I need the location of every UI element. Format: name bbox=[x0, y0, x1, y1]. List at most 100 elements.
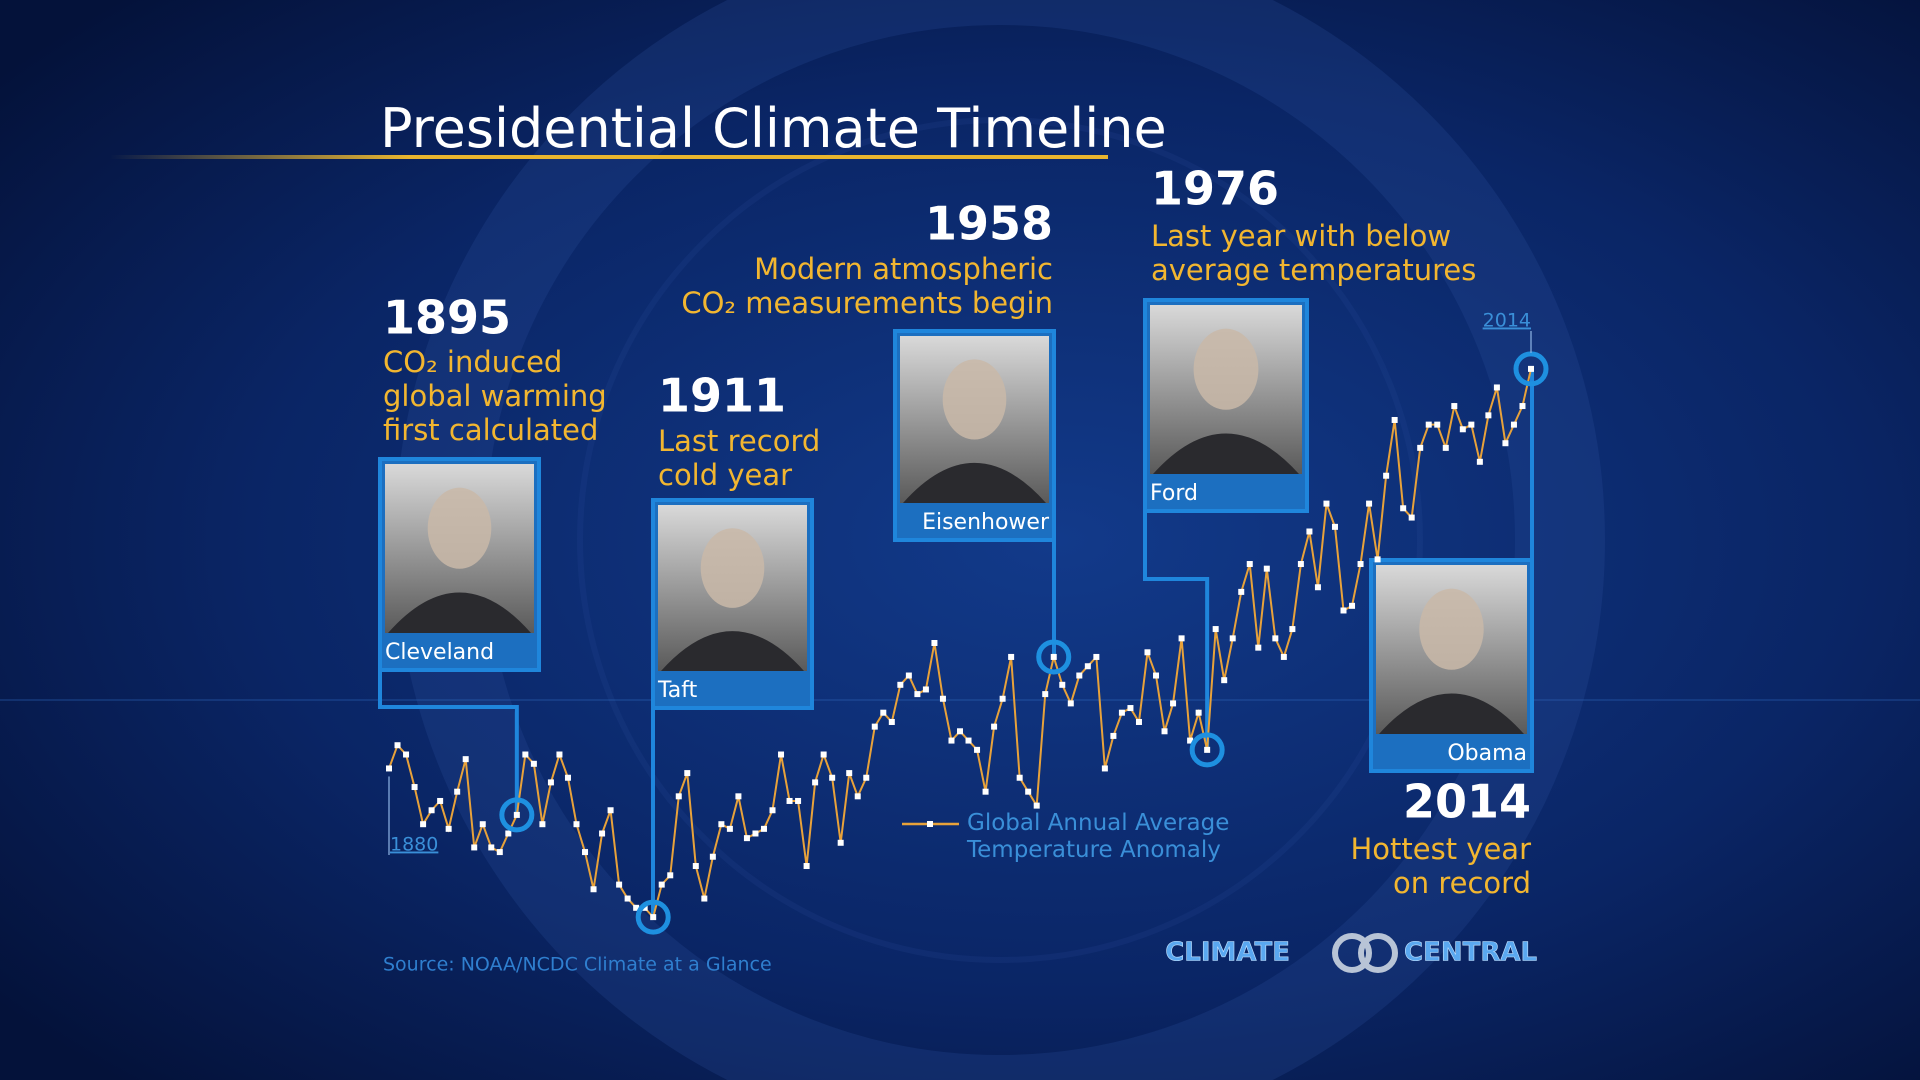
data-point bbox=[726, 825, 733, 832]
data-point bbox=[735, 793, 742, 800]
data-point bbox=[658, 881, 665, 888]
data-point bbox=[1093, 653, 1100, 660]
data-point bbox=[394, 742, 401, 749]
president-name: Taft bbox=[657, 678, 698, 703]
data-point bbox=[888, 718, 895, 725]
data-point bbox=[1323, 500, 1330, 507]
data-point bbox=[1383, 472, 1390, 479]
data-point bbox=[1042, 691, 1049, 698]
highlight-ring bbox=[1189, 732, 1225, 768]
data-point bbox=[1425, 421, 1432, 428]
logo-text: CENTRAL bbox=[1404, 938, 1537, 968]
data-point bbox=[999, 695, 1006, 702]
data-point bbox=[479, 821, 486, 828]
data-point bbox=[1084, 663, 1091, 670]
annotation-text: Last record bbox=[658, 424, 820, 458]
data-point bbox=[1008, 653, 1015, 660]
data-point bbox=[607, 807, 614, 814]
connector bbox=[1143, 511, 1210, 750]
data-point bbox=[1502, 440, 1509, 447]
photo-body bbox=[903, 462, 1046, 503]
data-point bbox=[1485, 412, 1492, 419]
data-point bbox=[846, 770, 853, 777]
annotation-year: 1958 bbox=[925, 197, 1053, 251]
president-name: Eisenhower bbox=[922, 510, 1050, 535]
annotation-text: on record bbox=[1393, 866, 1531, 900]
data-point bbox=[1101, 765, 1108, 772]
data-point bbox=[1016, 774, 1023, 781]
x-tick-label: 1880 bbox=[390, 834, 438, 856]
data-point bbox=[1161, 728, 1168, 735]
data-point bbox=[1297, 561, 1304, 568]
photo-body bbox=[1379, 693, 1524, 734]
data-point bbox=[1289, 626, 1296, 633]
data-point bbox=[1417, 444, 1424, 451]
highlight-ring bbox=[1036, 639, 1072, 675]
chart-title: Presidential Climate Timeline bbox=[380, 97, 1167, 160]
annotation-text: average temperatures bbox=[1151, 253, 1476, 287]
photo-head bbox=[1193, 328, 1259, 410]
data-point bbox=[803, 863, 810, 870]
data-point bbox=[786, 797, 793, 804]
data-point bbox=[1187, 737, 1194, 744]
data-point bbox=[922, 686, 929, 693]
annotation-year: 1976 bbox=[1151, 162, 1279, 216]
data-point bbox=[752, 830, 759, 837]
data-point bbox=[1135, 718, 1142, 725]
data-point bbox=[530, 760, 537, 767]
data-point bbox=[1528, 365, 1534, 372]
data-point bbox=[1050, 653, 1057, 660]
source: Source: NOAA/NCDC Climate at a Glance bbox=[383, 954, 772, 976]
data-point bbox=[905, 672, 912, 679]
data-point bbox=[1238, 588, 1245, 595]
data-point bbox=[692, 863, 699, 870]
data-point bbox=[445, 825, 452, 832]
data-point bbox=[462, 756, 469, 763]
data-point bbox=[1059, 681, 1066, 688]
data-point bbox=[1366, 500, 1373, 507]
data-point bbox=[411, 784, 418, 791]
data-point bbox=[1340, 607, 1347, 614]
data-point bbox=[1519, 403, 1526, 410]
data-point bbox=[1144, 649, 1151, 656]
annotation-year: 2014 bbox=[1403, 775, 1531, 829]
president-name: Cleveland bbox=[385, 640, 494, 665]
highlight-ring bbox=[635, 899, 671, 935]
data-point bbox=[1408, 514, 1415, 521]
data-point bbox=[1170, 700, 1177, 707]
data-point bbox=[428, 807, 435, 814]
data-point bbox=[1153, 672, 1160, 679]
data-point bbox=[616, 881, 623, 888]
data-point bbox=[1314, 584, 1321, 591]
data-point bbox=[488, 844, 495, 851]
legend-swatch bbox=[927, 821, 933, 827]
data-point bbox=[778, 751, 785, 758]
data-point bbox=[829, 774, 836, 781]
data-point bbox=[1255, 644, 1262, 651]
data-point bbox=[1127, 705, 1134, 712]
data-point bbox=[1434, 421, 1441, 428]
data-point bbox=[948, 737, 955, 744]
data-point bbox=[437, 797, 444, 804]
data-point bbox=[1306, 528, 1313, 535]
photo-body bbox=[661, 631, 804, 671]
data-point bbox=[769, 807, 776, 814]
data-point bbox=[556, 751, 563, 758]
photo-head bbox=[1419, 588, 1484, 670]
data-point bbox=[1212, 626, 1219, 633]
data-point bbox=[982, 788, 989, 795]
data-point bbox=[1349, 602, 1356, 609]
data-point bbox=[939, 695, 946, 702]
data-point bbox=[863, 774, 870, 781]
data-point bbox=[547, 779, 554, 786]
president-name: Obama bbox=[1447, 741, 1527, 766]
data-point bbox=[1459, 426, 1466, 433]
data-point bbox=[760, 825, 767, 832]
data-point bbox=[1067, 700, 1074, 707]
data-point bbox=[582, 849, 589, 856]
data-point bbox=[709, 853, 716, 860]
data-point bbox=[471, 844, 478, 851]
annotation-text: Last year with below bbox=[1151, 219, 1451, 253]
data-point bbox=[1229, 635, 1236, 642]
